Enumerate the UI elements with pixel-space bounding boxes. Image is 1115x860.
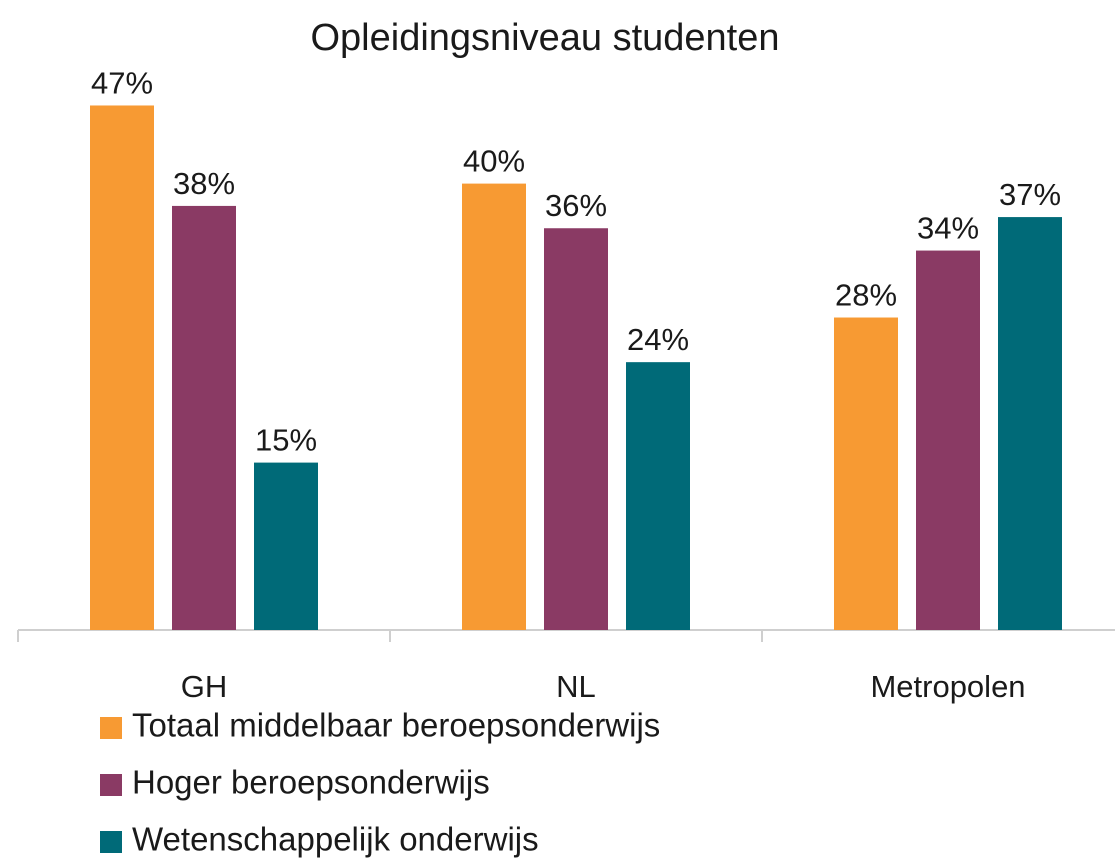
value-label: 47% <box>91 65 153 100</box>
value-label: 40% <box>463 144 525 179</box>
legend-swatch <box>100 831 122 853</box>
value-label: 24% <box>627 322 689 357</box>
x-tick-label: Metropolen <box>870 669 1025 704</box>
value-label: 15% <box>255 423 317 458</box>
bar <box>998 217 1062 630</box>
x-tick-label: NL <box>556 669 596 704</box>
bar <box>834 317 898 630</box>
bar <box>626 362 690 630</box>
legend-label: Totaal middelbaar beroepsonderwijs <box>132 707 660 744</box>
bar <box>462 183 526 630</box>
legend-label: Wetenschappelijk onderwijs <box>132 821 539 858</box>
value-label: 28% <box>835 278 897 313</box>
value-label: 37% <box>999 177 1061 212</box>
bar <box>254 462 318 630</box>
legend-swatch <box>100 717 122 739</box>
value-label: 38% <box>173 166 235 201</box>
bar <box>172 205 236 631</box>
bar <box>544 228 608 631</box>
bar <box>90 105 154 631</box>
legend-swatch <box>100 774 122 796</box>
bar <box>916 250 980 630</box>
x-tick-label: GH <box>181 669 228 704</box>
chart-title: Opleidingsniveau studenten <box>310 17 779 59</box>
value-label: 34% <box>917 211 979 246</box>
legend-label: Hoger beroepsonderwijs <box>132 764 490 801</box>
value-label: 36% <box>545 188 607 223</box>
